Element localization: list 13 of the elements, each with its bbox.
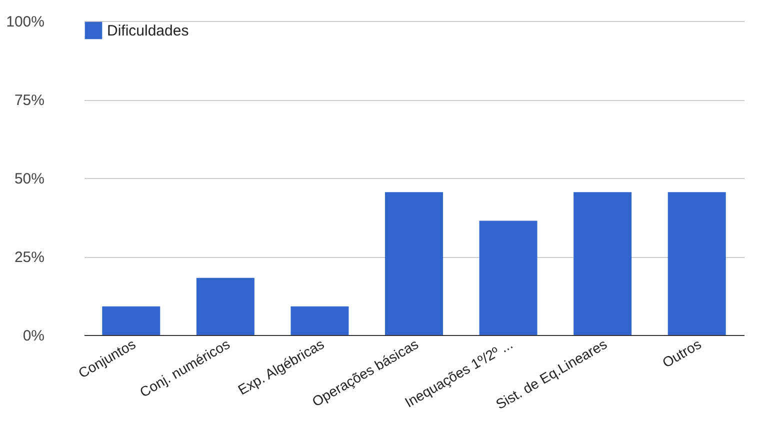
y-tick-label: 25%	[14, 249, 44, 266]
y-tick-label: 0%	[22, 328, 44, 344]
bar	[290, 306, 349, 335]
legend-label: Dificuldades	[107, 22, 189, 40]
bar	[574, 192, 632, 335]
bar	[479, 220, 538, 335]
bar	[668, 192, 726, 335]
bar	[102, 306, 160, 335]
y-tick-label: 50%	[14, 170, 44, 188]
bar	[385, 192, 443, 335]
bar	[196, 278, 254, 335]
y-tick-label: 75%	[14, 92, 44, 109]
y-tick-label: 100%	[6, 14, 44, 30]
